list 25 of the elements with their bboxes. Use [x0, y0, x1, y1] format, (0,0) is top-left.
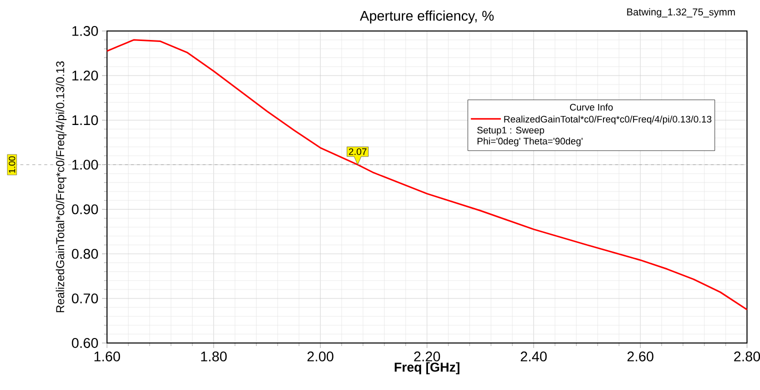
x-tick-label: 1.60 [94, 352, 120, 362]
y-tick-label: 0.90 [72, 204, 98, 214]
x-tick-label: 2.80 [734, 352, 760, 362]
legend-label: RealizedGainTotal*c0/Freq*c0/Freq/4/pi/0.13/0.13 [504, 116, 712, 124]
y-tick-label: 0.70 [72, 293, 98, 304]
chart-title: Aperture efficiency, % [360, 10, 494, 24]
x-tick-label: 1.80 [201, 352, 227, 362]
annotation: 2.07 [348, 148, 366, 156]
ref-line-label: 1.00 [8, 156, 16, 173]
y-tick-label: 0.80 [72, 248, 98, 259]
x-axis-title: Freq [GHz] [394, 362, 460, 374]
legend-title: Curve Info [570, 104, 613, 111]
x-tick-label: 2.00 [307, 352, 334, 362]
y-axis-title: RealizedGainTotal*c0/Freq*c0/Freq/4/pi/0.13/0.13 [56, 61, 66, 312]
text: Batwing_1.32_75_symm [627, 8, 735, 18]
annotation: Phi='0deg' Theta='90deg' [478, 138, 582, 146]
x-tick-label: 2.20 [414, 352, 440, 362]
y-tick-label: 1.30 [72, 26, 98, 36]
y-tick-label: 1.20 [72, 70, 98, 81]
annotation: Setup1 : Sweep [477, 126, 544, 136]
y-tick-label: 1.10 [72, 115, 98, 126]
x-tick-label: 2.60 [627, 352, 654, 362]
x-tick-label: 2.40 [520, 352, 547, 362]
y-tick-label: 0.60 [72, 338, 98, 348]
y-tick-label: 1.00 [72, 160, 98, 170]
